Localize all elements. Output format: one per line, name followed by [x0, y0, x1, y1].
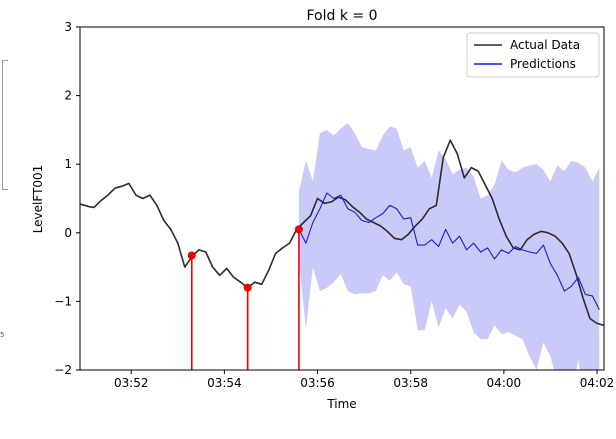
y-tick-label: −2	[54, 363, 72, 377]
prediction-interval-band	[298, 123, 600, 370]
edge-tick	[2, 189, 8, 190]
y-tick-label: −1	[54, 294, 72, 308]
edge-tick	[2, 60, 8, 61]
legend-box	[466, 32, 600, 78]
series-line-predictions	[298, 192, 600, 310]
marker-points	[187, 225, 303, 292]
edge-line	[2, 60, 3, 190]
marker-drop-lines	[190, 229, 300, 370]
legend-label-actual: Actual Data	[510, 38, 580, 52]
y-axis-title: LevelFT001	[31, 165, 45, 234]
x-tick-label: 04:00	[487, 376, 522, 390]
x-axis-title: Time	[326, 397, 356, 411]
y-tick-label: 1	[64, 157, 72, 171]
chart-title: Fold k = 0	[307, 8, 378, 24]
y-axis-ticks: 3 2 1 0 −1 −2	[54, 20, 80, 377]
series-lines	[80, 139, 604, 327]
x-axis-ticks: 03:52 03:54 03:56 03:58 04:00 04:02	[114, 370, 614, 390]
y-tick-label: 0	[64, 226, 72, 240]
legend-label-predictions: Predictions	[510, 57, 576, 71]
marker-point	[294, 225, 303, 234]
edge-fragment-label: 5	[0, 331, 5, 339]
y-tick-label: 3	[64, 20, 72, 34]
left-edge-fragment	[0, 0, 16, 439]
x-tick-label: 03:56	[300, 376, 335, 390]
x-tick-label: 03:54	[207, 376, 242, 390]
x-tick-label: 03:52	[114, 376, 149, 390]
y-tick-label: 2	[64, 89, 72, 103]
marker-point	[243, 283, 252, 292]
x-tick-label: 04:02	[580, 376, 615, 390]
legend: Actual Data Predictions	[466, 32, 600, 78]
plot-frame	[79, 26, 605, 371]
marker-point	[187, 251, 196, 260]
prediction-band-layer	[298, 123, 600, 370]
x-tick-label: 03:58	[393, 376, 428, 390]
